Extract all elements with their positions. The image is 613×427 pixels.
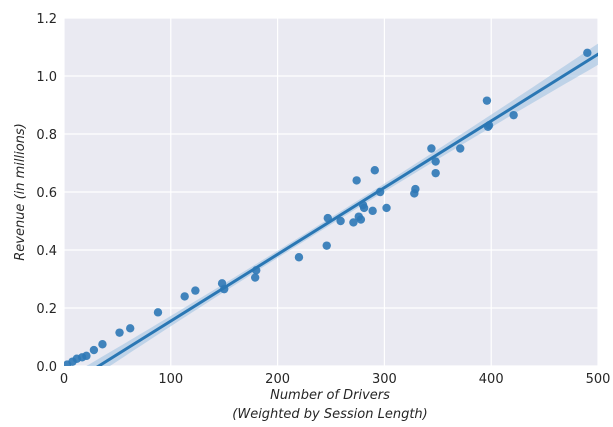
data-point	[250, 273, 260, 282]
data-point	[370, 166, 379, 175]
grid-lines	[63, 17, 599, 367]
data-point	[359, 203, 369, 213]
y-tick-label: 0.4	[36, 244, 57, 259]
y-tick-label: 1.2	[36, 12, 57, 27]
data-point	[456, 144, 465, 153]
data-point	[322, 241, 331, 250]
data-point	[153, 308, 163, 317]
data-point	[180, 292, 189, 301]
data-point	[352, 176, 361, 185]
y-tick-label: 0.6	[36, 186, 57, 201]
x-axis-label-line1: Number of Drivers	[270, 388, 390, 403]
data-point	[583, 48, 592, 57]
data-point	[336, 216, 345, 226]
y-tick-label: 0.2	[36, 302, 57, 317]
data-point	[356, 215, 366, 224]
data-point	[509, 110, 518, 120]
y-tick-label: 0.0	[36, 360, 57, 375]
data-point	[294, 253, 304, 262]
data-point	[349, 218, 358, 227]
x-axis-label-line2: (Weighted by Session Length)	[232, 407, 427, 422]
data-point	[98, 340, 107, 349]
data-point	[431, 157, 440, 166]
x-tick-label: 200	[265, 372, 290, 387]
y-tick-label: 0.8	[36, 128, 57, 143]
x-tick-label: 100	[158, 372, 183, 387]
data-point	[89, 345, 99, 355]
x-tick-label: 300	[372, 372, 397, 387]
data-point	[382, 203, 391, 213]
data-point	[431, 168, 440, 178]
data-point	[368, 206, 377, 216]
data-point	[191, 286, 200, 295]
regression-line-layer	[95, 52, 598, 366]
data-point	[427, 144, 436, 153]
y-tick-label: 1.0	[36, 70, 57, 85]
y-axis-label: Revenue (in millions)	[13, 123, 28, 261]
x-tick-label: 0	[60, 372, 68, 387]
data-point	[126, 324, 135, 333]
data-point	[411, 184, 420, 194]
data-point	[115, 328, 124, 337]
x-tick-label: 400	[479, 372, 504, 387]
x-tick-label: 500	[586, 372, 611, 387]
data-point	[82, 351, 91, 361]
x-tick-labels: 0 100 200 300 400 500	[60, 372, 611, 387]
regression-line	[95, 52, 598, 366]
y-tick-labels: 0.0 0.2 0.4 0.6 0.8 1.0 1.2	[36, 12, 57, 375]
data-point	[482, 96, 492, 105]
